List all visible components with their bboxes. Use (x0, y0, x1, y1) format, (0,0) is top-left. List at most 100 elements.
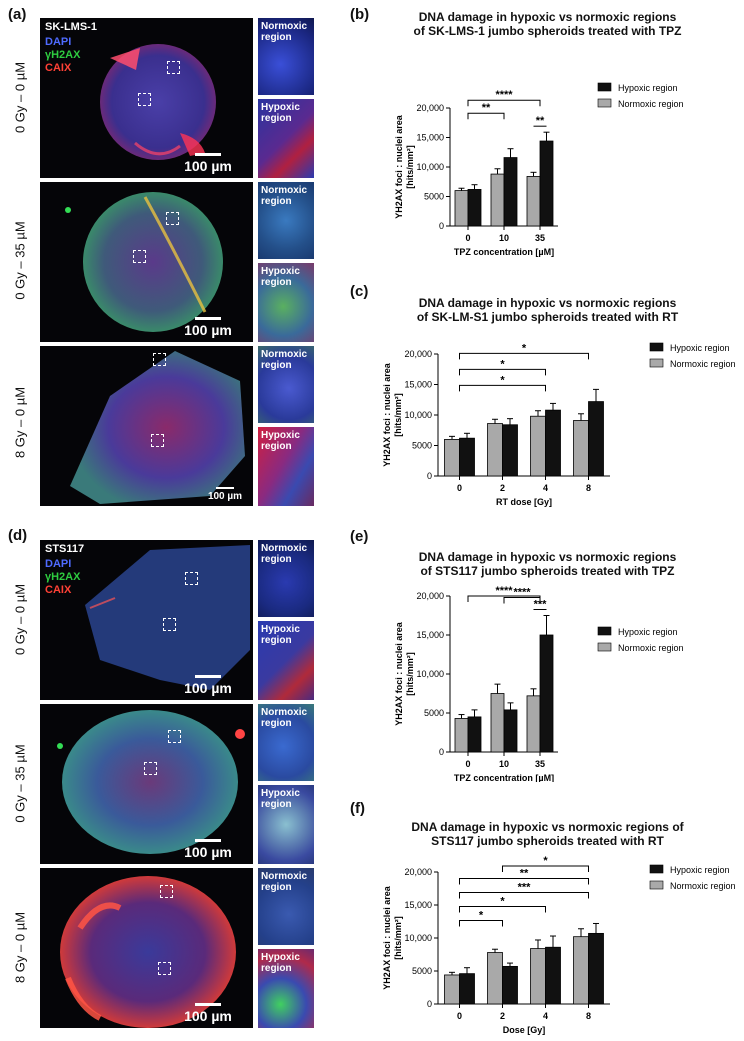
chart-b: 0 5000 10,000 15,000 20,000 YH2AX foci : nucl… (394, 82, 684, 257)
stain-dapi: DAPI (45, 36, 72, 48)
spheroid-image (85, 545, 250, 690)
inset-normoxic-a2: Normoxic region (258, 182, 314, 259)
significance-label: ** (536, 115, 545, 127)
x-tick-label: 4 (543, 1011, 548, 1021)
bar-hypoxic (539, 140, 554, 227)
panel-letter-f: (f) (350, 800, 365, 817)
legend-swatch (597, 642, 612, 652)
roi-box-hypoxic (158, 962, 171, 975)
y-axis-label: [hits/mm²] (405, 652, 415, 696)
x-tick-label: 2 (500, 483, 505, 493)
bar-hypoxic (545, 409, 561, 477)
bar-normoxic (526, 695, 541, 753)
inset-hypoxic-a3: Hypoxic region (258, 427, 314, 506)
row-label-a1: 0 Gy – 0 µM (12, 61, 28, 134)
x-axis-label: RT dose [Gy] (496, 497, 552, 507)
roi-box-hypoxic (151, 434, 164, 447)
legend-label: Hypoxic region (670, 343, 730, 353)
y-tick-label: 20,000 (416, 591, 444, 601)
bar-normoxic (526, 176, 541, 227)
chart-e: 0 5000 10,000 15,000 20,000 YH2AX foci : nucl… (394, 585, 684, 782)
significance-bracket (459, 877, 589, 885)
micrograph-a3: 100 µm (40, 346, 253, 506)
scale-bar: 100 µm (173, 839, 243, 860)
legend-swatch (649, 342, 664, 352)
x-tick-label: 10 (499, 759, 509, 769)
x-tick-label: 8 (586, 1011, 591, 1021)
y-tick-label: 5000 (412, 966, 432, 976)
roi-box-hypoxic (144, 762, 157, 775)
y-tick-label: 0 (439, 747, 444, 757)
inset-hypoxic-d3: Hypoxic region (258, 949, 314, 1028)
chart-title-e: DNA damage in hypoxic vs normoxic region… (418, 550, 677, 578)
bar-normoxic (490, 173, 505, 227)
y-tick-label: 15,000 (416, 630, 444, 640)
significance-label: *** (518, 881, 532, 893)
significance-bracket (459, 384, 546, 392)
bar-hypoxic (539, 634, 554, 753)
significance-label: * (479, 909, 484, 921)
significance-label: ** (520, 867, 529, 879)
significance-label: * (500, 358, 505, 370)
inset-hypoxic-d1: Hypoxic region (258, 621, 314, 700)
micrograph-a2: 100 µm (40, 182, 253, 342)
bar-normoxic (487, 952, 503, 1005)
micrograph-d1: STS117 DAPI γH2AX CAIX 100 µm (40, 540, 253, 700)
stain-caix: CAIX (45, 584, 72, 596)
significance-bracket (467, 99, 541, 107)
y-axis-label: [hits/mm²] (405, 145, 415, 189)
inset-label: Normoxic region (261, 21, 308, 43)
x-axis-label: Dose [Gy] (503, 1025, 546, 1035)
x-tick-label: 0 (465, 759, 470, 769)
significance-bracket (459, 352, 589, 360)
inset-label: Hypoxic region (261, 102, 300, 124)
roi-box-hypoxic (163, 618, 176, 631)
significance-label: * (522, 342, 527, 354)
legend-label: Hypoxic region (670, 865, 730, 875)
x-axis-label: TPZ concentration [µM] (454, 247, 554, 257)
y-axis-label: [hits/mm²] (393, 916, 403, 960)
micrograph-d2: 100 µm (40, 704, 253, 864)
x-tick-label: 10 (499, 233, 509, 243)
y-axis-label: YH2AX foci : nuclei area (382, 885, 392, 990)
y-tick-label: 20,000 (416, 103, 444, 113)
significance-label: *** (534, 599, 548, 611)
chart-title-f: DNA damage in hypoxic vs normoxic region… (411, 820, 684, 848)
chart-title-b: DNA damage in hypoxic vs normoxic region… (413, 10, 682, 38)
row-label-d3: 8 Gy – 0 µM (12, 911, 28, 984)
x-tick-label: 0 (457, 483, 462, 493)
micrograph-d3: 100 µm (40, 868, 253, 1028)
row-label-a3: 8 Gy – 0 µM (12, 386, 28, 459)
bar-hypoxic (503, 157, 518, 227)
chart-f: 0 5000 10,000 15,000 20,000 YH2AX foci : nucl… (382, 855, 736, 1035)
inset-label: Hypoxic region (261, 952, 300, 974)
cell-line-label: STS117 (45, 543, 85, 555)
bar-normoxic (530, 415, 546, 477)
inset-label: Hypoxic region (261, 266, 300, 288)
inset-label: Normoxic region (261, 543, 308, 565)
inset-label: Normoxic region (261, 707, 308, 729)
inset-normoxic-a3: Normoxic region (258, 346, 314, 423)
legend-label: Hypoxic region (618, 627, 678, 637)
x-tick-label: 35 (535, 233, 545, 243)
roi-box-hypoxic (138, 93, 151, 106)
legend-swatch (649, 358, 664, 368)
bar-normoxic (490, 693, 505, 753)
inset-label: Hypoxic region (261, 788, 300, 810)
legend-label: Normoxic region (618, 99, 684, 109)
significance-bracket (459, 891, 589, 899)
inset-normoxic-a1: Normoxic region (258, 18, 314, 95)
significance-label: * (500, 374, 505, 386)
roi-box-hypoxic (133, 250, 146, 263)
spheroid-image (65, 192, 223, 332)
x-tick-label: 0 (465, 233, 470, 243)
roi-box-normoxic (160, 885, 173, 898)
y-tick-label: 15,000 (416, 133, 444, 143)
y-tick-label: 20,000 (404, 867, 432, 877)
x-tick-label: 35 (535, 759, 545, 769)
chart-title-c: DNA damage in hypoxic vs normoxic region… (416, 296, 679, 324)
x-tick-label: 0 (457, 1011, 462, 1021)
bar-normoxic (530, 948, 546, 1005)
spheroid-image (60, 876, 236, 1028)
inset-label: Normoxic region (261, 349, 308, 371)
